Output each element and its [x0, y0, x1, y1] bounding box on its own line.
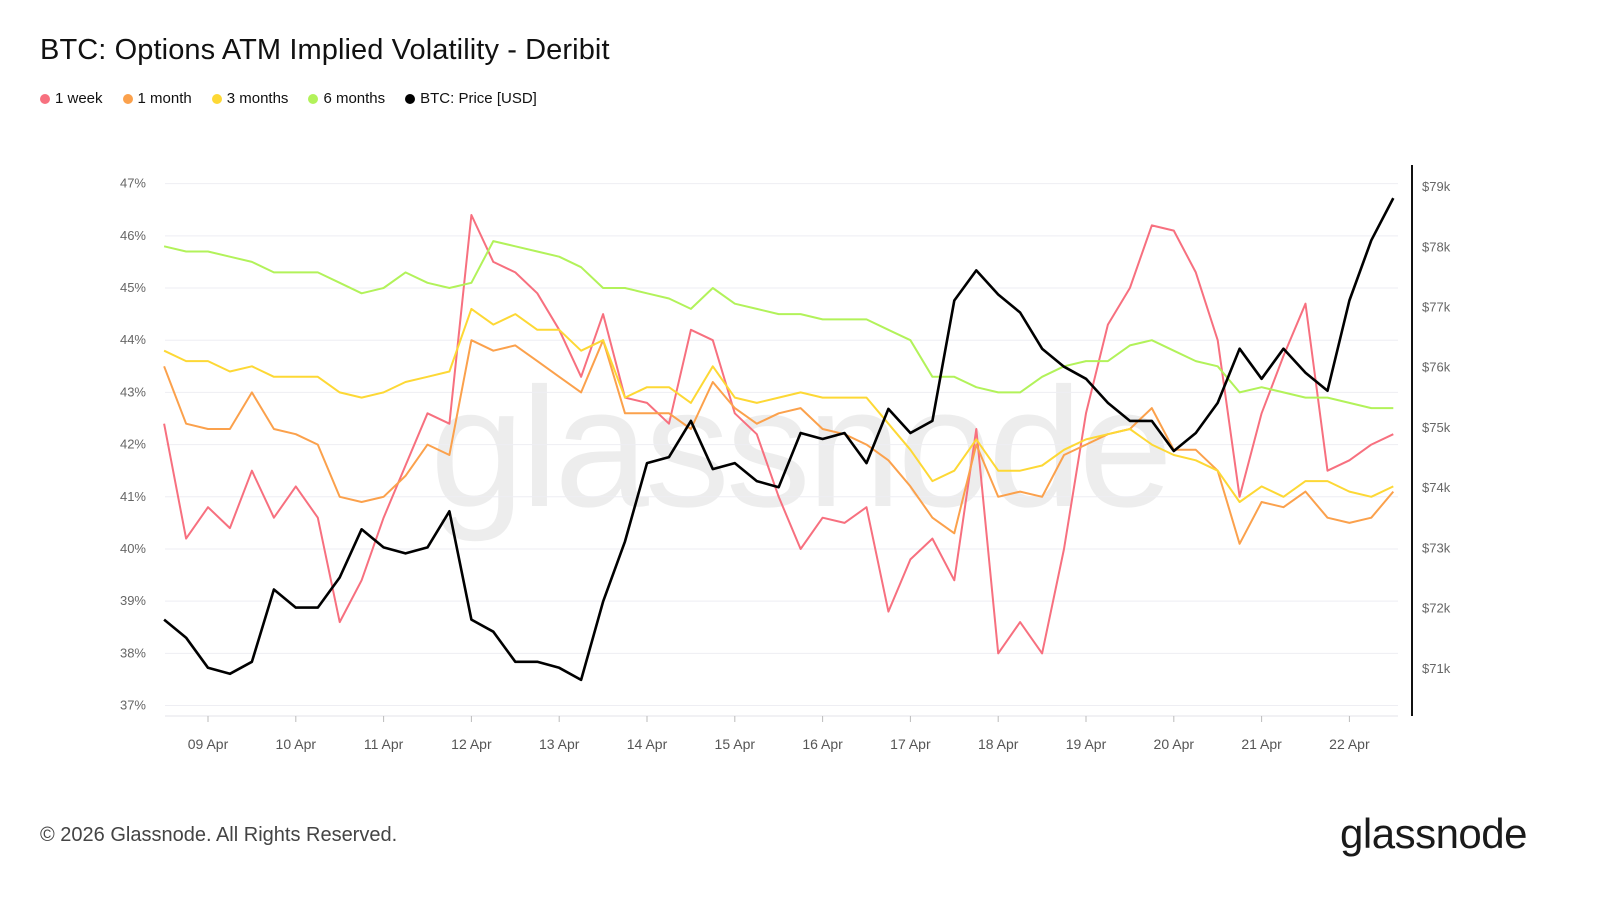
legend-dot-icon	[40, 93, 50, 104]
series-line-3-months	[163, 307, 1394, 503]
legend-label: 6 months	[323, 90, 386, 107]
x-tick-label: 21 Apr	[1241, 736, 1282, 752]
chart-title: BTC: Options ATM Implied Volatility - De…	[40, 34, 610, 66]
x-tick-label: 13 Apr	[539, 736, 580, 752]
x-tick-label: 10 Apr	[276, 736, 317, 752]
x-tick-label: 09 Apr	[188, 736, 229, 752]
y2-tick-label: $78k	[1422, 239, 1451, 254]
series-line-1-month	[163, 339, 1395, 545]
y-tick-label: 37%	[120, 698, 146, 713]
legend-dot-icon	[308, 93, 319, 104]
y2-tick-label: $71k	[1422, 661, 1451, 676]
y-tick-label: 40%	[120, 541, 146, 556]
y-tick-label: 39%	[120, 593, 146, 608]
x-tick-label: 17 Apr	[890, 736, 931, 752]
glassnode-logo: glassnode	[1340, 810, 1527, 857]
copyright-footer: © 2026 Glassnode. All Rights Reserved.	[40, 824, 398, 846]
x-tick-label: 18 Apr	[978, 736, 1019, 752]
y-tick-label: 45%	[120, 280, 146, 295]
series-line-1-week	[163, 214, 1394, 655]
legend-label: 1 month	[137, 90, 192, 107]
legend-item-1-week[interactable]: 1 week	[40, 90, 103, 107]
x-tick-label: 16 Apr	[802, 736, 843, 752]
x-tick-label: 19 Apr	[1066, 736, 1107, 752]
x-tick-label: 12 Apr	[451, 736, 492, 752]
legend-label: 3 months	[226, 90, 289, 107]
legend-dot-icon	[211, 93, 222, 104]
y2-tick-label: $77k	[1422, 300, 1451, 315]
y2-tick-label: $79k	[1422, 179, 1451, 194]
y-tick-label: 38%	[120, 645, 146, 660]
x-tick-label: 14 Apr	[627, 736, 668, 752]
y2-tick-label: $74k	[1422, 480, 1451, 495]
series-line-6-months	[163, 240, 1394, 410]
y2-tick-label: $73k	[1422, 540, 1451, 555]
y-tick-label: 47%	[120, 176, 146, 191]
legend-item-6-months[interactable]: 6 months	[308, 90, 385, 107]
legend-item-1-month[interactable]: 1 month	[122, 90, 192, 107]
x-tick-label: 15 Apr	[715, 736, 756, 752]
legend: 1 week 1 month 3 months 6 months BTC: Pr…	[40, 90, 537, 107]
legend-label: 1 week	[55, 90, 103, 107]
legend-label: BTC: Price [USD]	[420, 90, 537, 107]
legend-item-3-months[interactable]: 3 months	[211, 90, 289, 107]
y-tick-label: 43%	[120, 384, 146, 399]
legend-dot-icon	[405, 93, 416, 104]
legend-dot-icon	[122, 93, 133, 104]
x-tick-label: 11 Apr	[364, 736, 404, 752]
y-tick-label: 44%	[120, 332, 146, 347]
y2-tick-label: $72k	[1422, 601, 1451, 616]
x-tick-label: 22 Apr	[1329, 736, 1370, 752]
x-tick-label: 20 Apr	[1154, 736, 1195, 752]
y2-tick-label: $76k	[1422, 360, 1451, 375]
legend-item-btc-price[interactable]: BTC: Price [USD]	[405, 90, 537, 107]
y-tick-label: 41%	[120, 489, 146, 504]
series-line-btc-price-usd	[163, 197, 1395, 682]
y-tick-label: 42%	[120, 437, 146, 452]
y2-tick-label: $75k	[1422, 420, 1451, 435]
y-tick-label: 46%	[120, 228, 146, 243]
